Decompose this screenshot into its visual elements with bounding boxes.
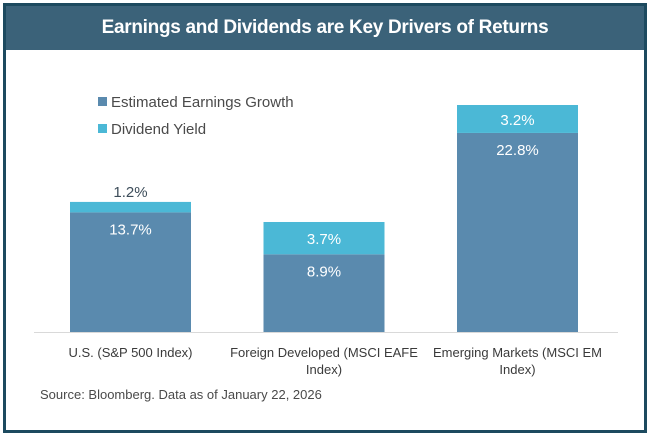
x-tick-label-2: Index) xyxy=(499,362,535,377)
bar-dividend-1 xyxy=(263,221,385,255)
data-label-dividend-1: 3.7% xyxy=(307,231,341,248)
legend-swatch-1 xyxy=(98,124,107,133)
bar-earnings-2 xyxy=(457,132,578,332)
x-tick-label-1: Foreign Developed (MSCI EAFE xyxy=(230,345,418,360)
legend-label-0: Estimated Earnings Growth xyxy=(111,94,294,111)
data-label-earnings-0: 13.7% xyxy=(109,221,152,238)
legend-swatch-0 xyxy=(98,97,107,106)
legend: Estimated Earnings Growth Dividend Yield xyxy=(98,94,294,138)
chart-title: Earnings and Dividends are Key Drivers o… xyxy=(101,17,549,38)
x-tick-label-1: Index) xyxy=(306,362,342,377)
bar-earnings-1 xyxy=(263,254,385,332)
legend-label-1: Dividend Yield xyxy=(111,121,206,138)
source-note: Source: Bloomberg. Data as of January 22… xyxy=(40,387,322,402)
bar-earnings-0 xyxy=(70,212,191,332)
bars-group: 13.7% 1.2% 8.9% 3.7% 22.8% 3.2% xyxy=(70,105,578,332)
data-label-earnings-1: 8.9% xyxy=(307,263,341,280)
chart-header: Earnings and Dividends are Key Drivers o… xyxy=(6,6,644,50)
data-label-earnings-2: 22.8% xyxy=(496,142,539,159)
x-tick-label-2: Emerging Markets (MSCI EM xyxy=(433,345,602,360)
data-label-dividend-2: 3.2% xyxy=(500,112,534,129)
bar-dividend-2 xyxy=(457,105,578,133)
x-tick-labels: U.S. (S&P 500 Index) Foreign Developed (M… xyxy=(68,345,602,377)
x-tick-label-0: U.S. (S&P 500 Index) xyxy=(68,345,192,360)
data-label-dividend-0: 1.2% xyxy=(113,184,147,201)
bar-dividend-0 xyxy=(70,201,191,213)
